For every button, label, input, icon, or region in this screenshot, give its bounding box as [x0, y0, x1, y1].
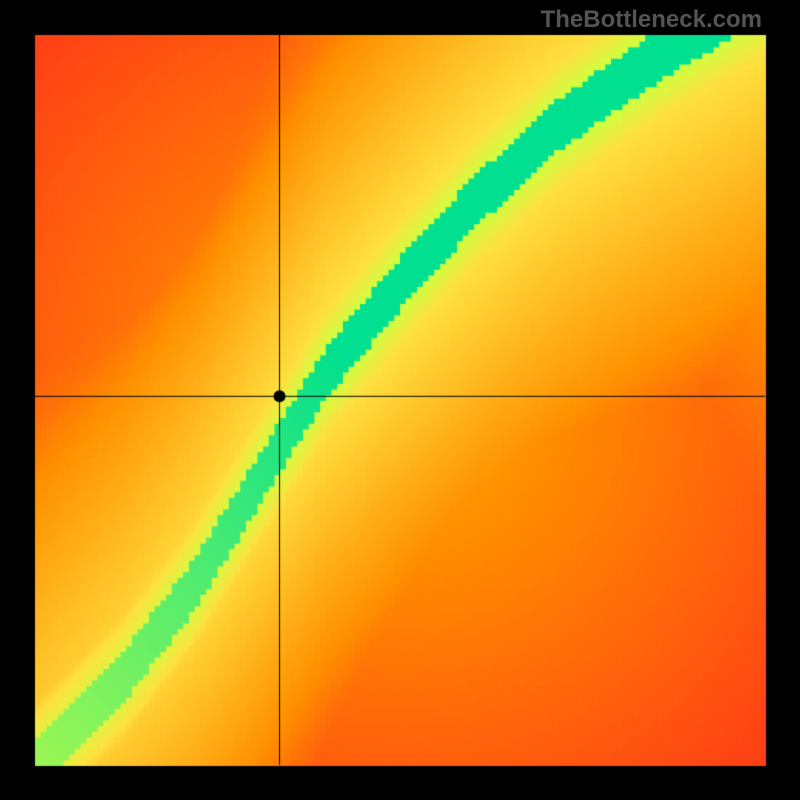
- bottleneck-heatmap: [0, 0, 800, 800]
- chart-container: TheBottleneck.com: [0, 0, 800, 800]
